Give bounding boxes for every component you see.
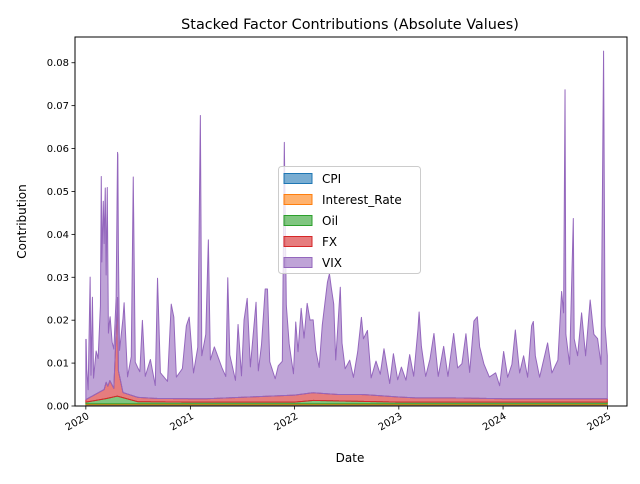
legend-box [278, 166, 421, 274]
x-axis-label: Date [336, 451, 365, 465]
series-area-vix [85, 50, 608, 401]
legend-swatch-interest-rate [283, 194, 313, 205]
legend-swatch-vix [283, 257, 313, 268]
y-tick-label: 0.02 [47, 316, 69, 327]
legend: CPI Interest_Rate Oil FX VIX [278, 166, 421, 274]
plot-frame [74, 36, 628, 407]
y-tick-label: 0.07 [47, 101, 69, 112]
legend-label-vix: VIX [322, 256, 342, 270]
y-tick-label: 0.04 [47, 230, 69, 241]
series-layer [85, 50, 608, 407]
legend-swatch-cpi [283, 173, 313, 184]
legend-label-fx: FX [322, 235, 337, 249]
legend-swatch-oil [283, 215, 313, 226]
legend-label-cpi: CPI [322, 172, 341, 186]
y-tick-label: 0.06 [47, 144, 69, 155]
y-axis-label: Contribution [15, 184, 29, 259]
y-tick-label: 0.00 [47, 402, 69, 413]
chart-title: Stacked Factor Contributions (Absolute V… [181, 17, 519, 33]
legend-label-oil: Oil [322, 214, 338, 228]
y-tick-label: 0.05 [47, 187, 69, 198]
y-tick-label: 0.08 [47, 58, 69, 69]
legend-swatch-fx [283, 236, 313, 247]
legend-label-interest-rate: Interest_Rate [322, 193, 402, 207]
y-tick-label: 0.03 [47, 273, 69, 284]
y-tick-label: 0.01 [47, 359, 69, 370]
y-axis: 0.00 0.01 0.02 0.03 0.04 0.05 0.06 0.07 0.08 [47, 58, 75, 413]
